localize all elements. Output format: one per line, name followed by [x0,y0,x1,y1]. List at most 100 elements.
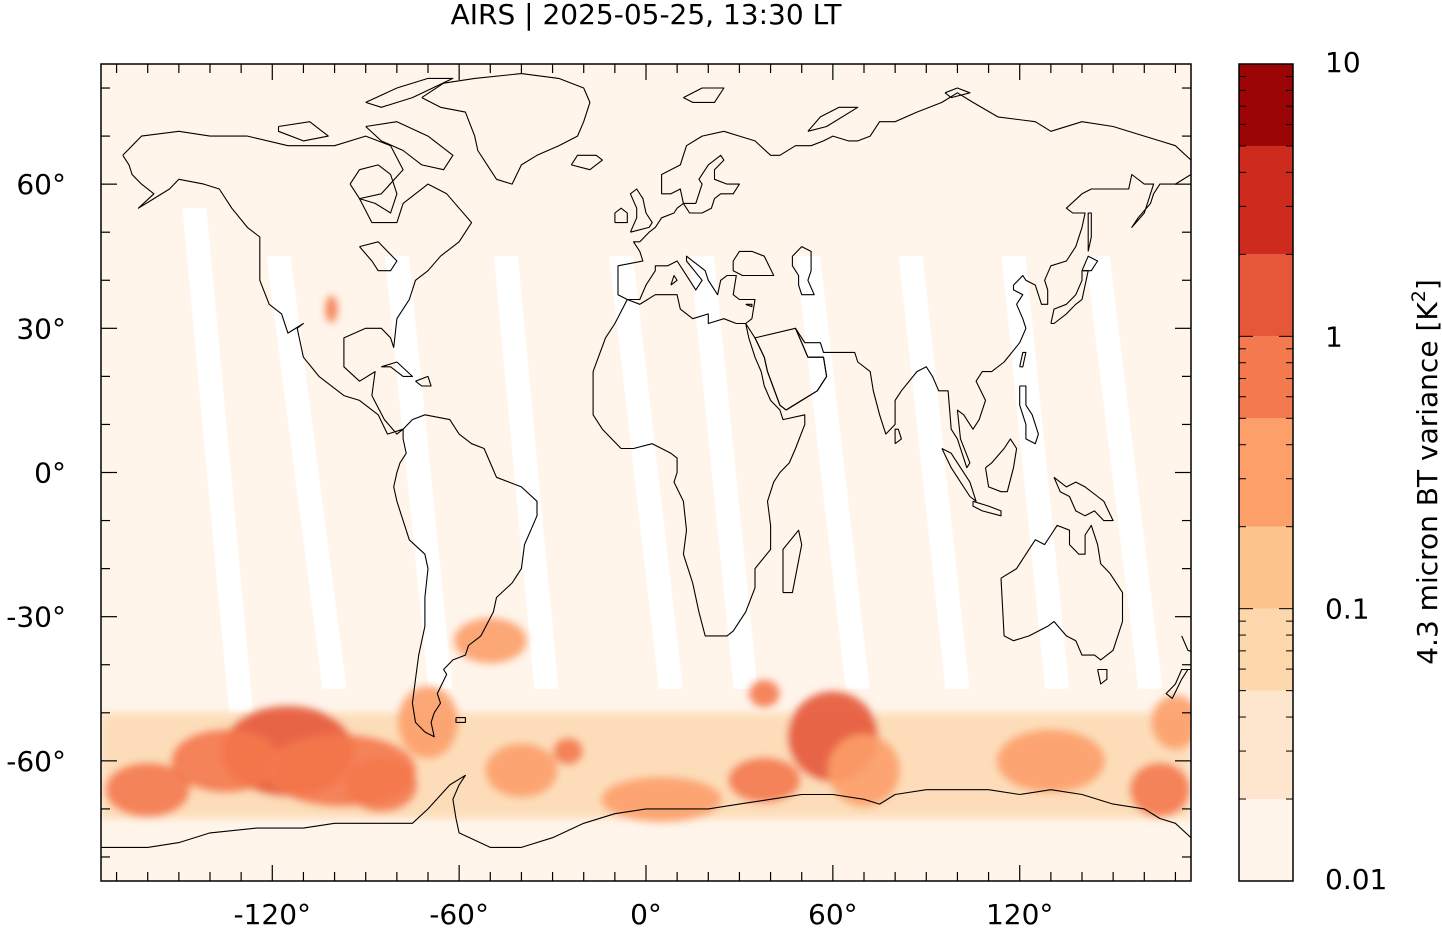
map-plot-area[interactable] [101,64,1200,881]
map-ticks [101,64,1191,881]
variance-spot [105,762,191,817]
variance-spot [553,737,584,765]
colorbar-bin [1239,336,1293,419]
colorbar-bin [1239,799,1293,881]
lat-tick-label: -30° [6,601,66,634]
coastline-south-america [393,414,538,738]
colorbar-tick-label: 1 [1325,320,1343,353]
colorbar-bin [1239,608,1293,691]
colorbar-bin [1239,418,1293,527]
variance-spot [397,686,459,759]
colorbar-tick-labels: 10 1 0.1 0.01 [1325,46,1387,896]
coastline-sumatra [941,448,977,502]
lon-tick-label: -120° [234,898,312,930]
colorbar-title: 4.3 micron BT variance [K2] [1408,279,1442,665]
variance-spot [485,743,558,798]
lat-tick-label: 0° [34,457,66,490]
lat-tick-label: -60° [6,745,66,778]
coastline-taiwan [1019,351,1027,368]
orbit-gap [182,208,254,713]
orbit-gap [898,256,970,689]
variance-spot [728,757,801,803]
coastline-ireland [614,207,628,224]
variance-spot [325,295,338,323]
latitude-labels: 60° 30° 0° -30° -60° [6,168,66,778]
colorbar-title-close: ] [1411,279,1442,290]
longitude-labels: -120° -60° 0° 60° 120° [234,898,1054,931]
coastline-hispaniola [415,375,432,387]
orbit-gap [1001,256,1070,689]
coastline-arabia [754,327,828,411]
colorbar: 10 1 0.1 0.01 4.3 micron BT variance [K2] [1238,46,1442,896]
coastline-philippines [1019,385,1039,445]
coastline-black-sea [732,250,775,277]
orbit-gap [266,256,347,689]
variance-spot [1151,695,1191,750]
coastline-british-isles [629,188,653,233]
lon-tick-label: 60° [808,898,858,930]
variance-field [101,295,1191,822]
colorbar-bin [1239,145,1293,255]
colorbar-bin [1239,526,1293,609]
coastline-crete-cyprus [745,303,753,308]
lon-tick-label: 120° [986,898,1053,930]
variance-spot [453,618,527,664]
coastline-caspian-sea [791,246,815,296]
coastline-borneo [984,438,1018,493]
coastline-sakhalin [1087,212,1092,252]
colorbar-ticks [1239,75,1293,882]
colorbar-frame [1238,63,1294,882]
coastline-great-lakes [359,241,398,272]
lat-tick-label: 30° [16,312,66,345]
colorbar-title-text: 4.3 micron BT variance [K [1411,302,1442,665]
coastline-hudson-bay [349,164,398,214]
coastline-severnaya-zemlya [944,87,971,99]
lat-tick-label: 60° [16,168,66,201]
orbit-gap [795,256,870,689]
colorbar-bin [1239,690,1293,800]
orbit-gap [493,256,559,689]
variance-spot [344,757,418,813]
lon-tick-label: -60° [429,898,489,930]
coastline-greenland [421,73,591,185]
coastline-cuba [381,361,413,377]
coastline-new-zealand [1165,635,1191,699]
coastline-tasmania [1097,668,1108,685]
variance-spot [601,776,723,822]
coastline-victoria-island [277,121,329,142]
variance-spot [171,729,281,793]
coastline-scandinavia-baltic [682,154,740,214]
orbit-gap [384,256,453,689]
coastline-hokkaido [1081,255,1099,272]
orbit-gap [690,256,758,689]
coastline-madagascar [782,529,803,594]
variance-spot [996,729,1106,793]
lon-tick-label: 0° [630,898,662,930]
colorbar-bin [1239,64,1293,146]
coastline-australia [1000,524,1124,661]
orbit-gap [609,256,683,689]
colorbar-tick-label: 10 [1325,46,1361,79]
coastline-africa [592,294,806,637]
colorbar-title-superscript: 2 [1408,290,1430,302]
coastline-svalbard [683,87,725,103]
coastline-falklands [455,717,466,723]
coastline-new-guinea [1053,476,1114,522]
coastline-sri-lanka [894,428,902,445]
coastline-java [972,500,1002,517]
coastline-antarctica [101,774,1191,848]
orbit-gaps [182,208,1163,713]
variance-spot [749,679,780,708]
coastline-iceland [570,154,603,171]
map-title: AIRS | 2025-05-25, 13:30 LT [451,0,843,31]
coastline-novaya-zemlya [807,106,859,132]
coastline-ellesmere-island [365,77,454,108]
variance-spot [1129,762,1191,817]
coastlines [101,73,1191,848]
orbit-gap [1085,256,1163,689]
colorbar-bins [1239,64,1293,881]
variance-spot [827,734,901,807]
colorbar-tick-label: 0.01 [1325,863,1387,896]
